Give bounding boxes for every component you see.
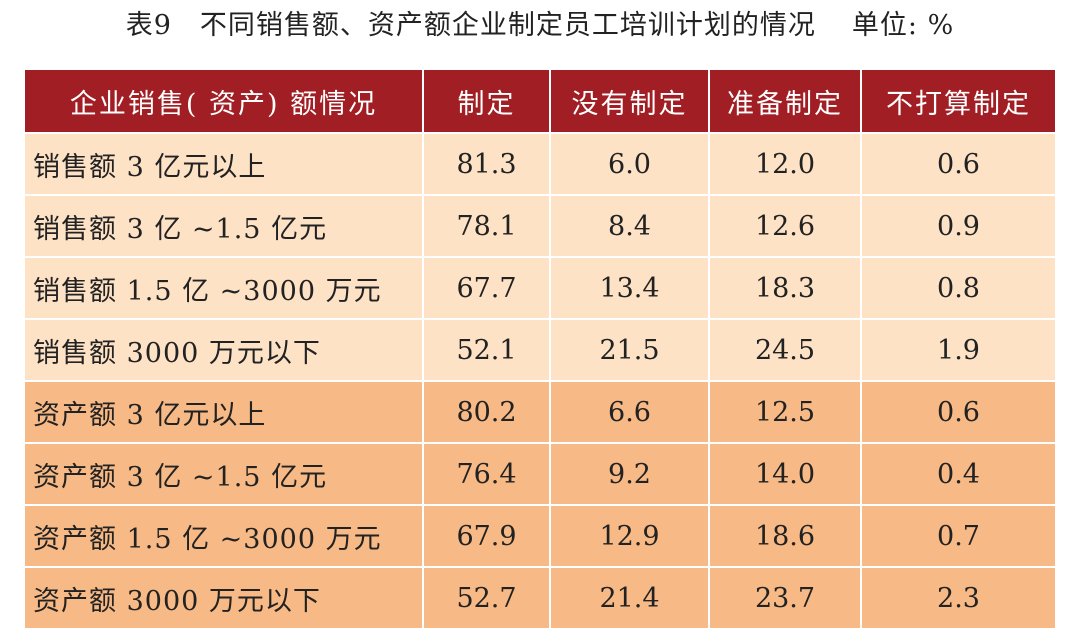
table-row: 销售额 3 亿 ~1.5 亿元 78.1 8.4 12.6 0.9 <box>25 194 1055 257</box>
cell-not-made: 21.5 <box>550 318 710 381</box>
cell-made: 52.1 <box>423 318 551 381</box>
cell-preparing: 12.6 <box>709 194 862 257</box>
table-row: 销售额 1.5 亿 ~3000 万元 67.7 13.4 18.3 0.8 <box>25 256 1055 319</box>
cell-not-made: 6.6 <box>550 380 710 443</box>
cell-not-planning: 0.4 <box>861 442 1055 505</box>
cell-made: 78.1 <box>423 194 551 257</box>
row-label: 资产额 1.5 亿 ~3000 万元 <box>25 504 424 567</box>
cell-preparing: 12.0 <box>709 132 862 195</box>
table-row: 资产额 3 亿元以上 80.2 6.6 12.5 0.6 <box>25 380 1055 443</box>
row-label: 资产额 3000 万元以下 <box>25 566 424 628</box>
table-body: 销售额 3 亿元以上 81.3 6.0 12.0 0.6 销售额 3 亿 ~1.5 亿元 7… <box>25 132 1055 628</box>
header-made: 制定 <box>423 70 551 133</box>
cell-not-made: 13.4 <box>550 256 710 319</box>
cell-preparing: 18.3 <box>709 256 862 319</box>
row-label: 销售额 3 亿 ~1.5 亿元 <box>25 194 424 257</box>
cell-made: 80.2 <box>423 380 551 443</box>
cell-made: 67.9 <box>423 504 551 567</box>
cell-not-planning: 2.3 <box>861 566 1055 628</box>
table-title: 表9 不同销售额、资产额企业制定员工培训计划的情况 <box>125 10 816 41</box>
header-preparing: 准备制定 <box>709 70 862 133</box>
cell-not-planning: 1.9 <box>861 318 1055 381</box>
cell-not-planning: 0.9 <box>861 194 1055 257</box>
table-row: 销售额 3 亿元以上 81.3 6.0 12.0 0.6 <box>25 132 1055 195</box>
table-row: 资产额 3000 万元以下 52.7 21.4 23.7 2.3 <box>25 566 1055 628</box>
row-label: 销售额 3000 万元以下 <box>25 318 424 381</box>
cell-not-made: 12.9 <box>550 504 710 567</box>
cell-made: 76.4 <box>423 442 551 505</box>
cell-not-planning: 0.8 <box>861 256 1055 319</box>
unit-label: 单位: % <box>851 10 955 41</box>
cell-made: 67.7 <box>423 256 551 319</box>
table-row: 资产额 3 亿 ~1.5 亿元 76.4 9.2 14.0 0.4 <box>25 442 1055 505</box>
cell-not-planning: 0.6 <box>861 380 1055 443</box>
cell-not-made: 9.2 <box>550 442 710 505</box>
cell-made: 81.3 <box>423 132 551 195</box>
cell-preparing: 23.7 <box>709 566 862 628</box>
table-caption: 表9 不同销售额、资产额企业制定员工培训计划的情况 单位: % <box>0 0 1080 60</box>
header-not-planning: 不打算制定 <box>861 70 1055 133</box>
row-label: 销售额 1.5 亿 ~3000 万元 <box>25 256 424 319</box>
cell-preparing: 24.5 <box>709 318 862 381</box>
cell-not-planning: 0.6 <box>861 132 1055 195</box>
header-row: 企业销售( 资产) 额情况 制定 没有制定 准备制定 不打算制定 <box>25 70 1055 133</box>
cell-made: 52.7 <box>423 566 551 628</box>
data-table-container: 企业销售( 资产) 额情况 制定 没有制定 准备制定 不打算制定 销售额 3 亿… <box>25 70 1055 628</box>
cell-preparing: 12.5 <box>709 380 862 443</box>
table-row: 资产额 1.5 亿 ~3000 万元 67.9 12.9 18.6 0.7 <box>25 504 1055 567</box>
cell-preparing: 14.0 <box>709 442 862 505</box>
cell-not-made: 21.4 <box>550 566 710 628</box>
row-label: 资产额 3 亿 ~1.5 亿元 <box>25 442 424 505</box>
table-row: 销售额 3000 万元以下 52.1 21.5 24.5 1.9 <box>25 318 1055 381</box>
cell-not-made: 8.4 <box>550 194 710 257</box>
header-not-made: 没有制定 <box>550 70 710 133</box>
row-label: 销售额 3 亿元以上 <box>25 132 424 195</box>
cell-preparing: 18.6 <box>709 504 862 567</box>
cell-not-planning: 0.7 <box>861 504 1055 567</box>
training-plan-table: 企业销售( 资产) 额情况 制定 没有制定 准备制定 不打算制定 销售额 3 亿… <box>25 70 1055 628</box>
row-label: 资产额 3 亿元以上 <box>25 380 424 443</box>
header-category: 企业销售( 资产) 额情况 <box>25 70 424 133</box>
cell-not-made: 6.0 <box>550 132 710 195</box>
